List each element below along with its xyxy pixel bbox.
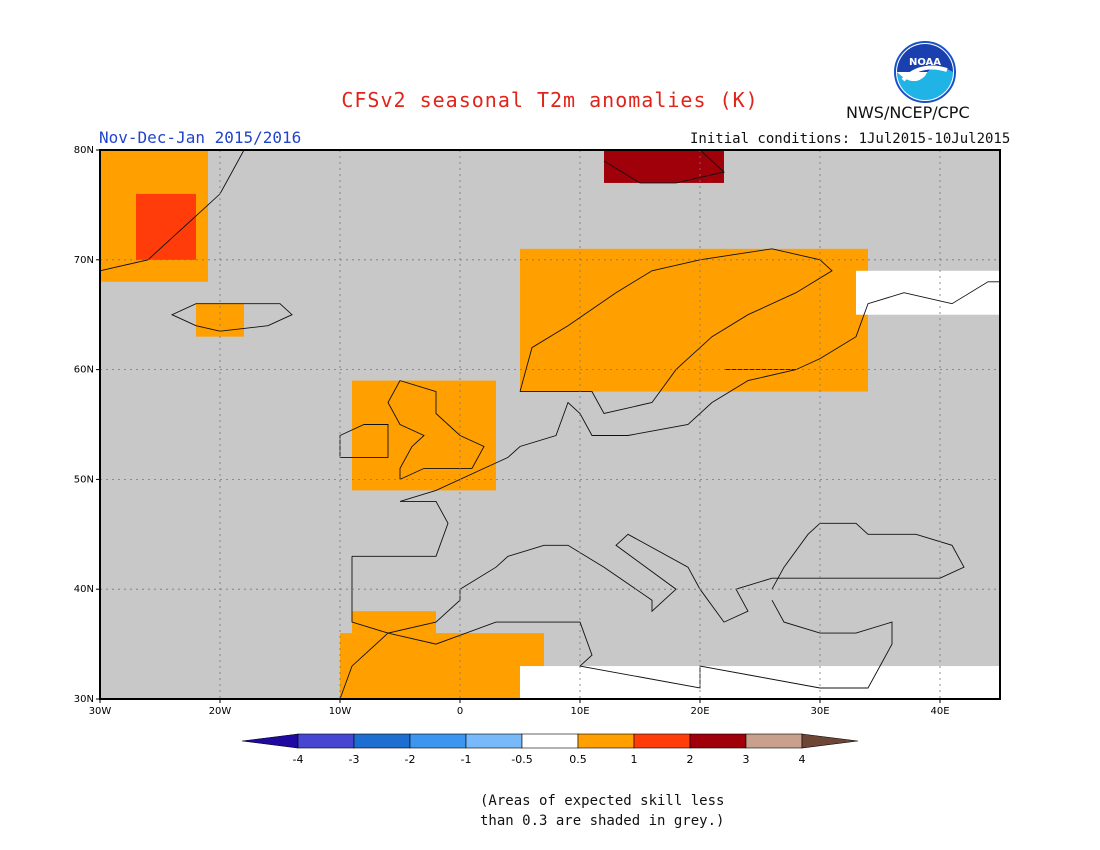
season-label: Nov-Dec-Jan 2015/2016 (99, 128, 302, 147)
region-iberia-south (352, 611, 436, 634)
colorbar-box (409, 733, 467, 749)
coastline (352, 369, 797, 557)
colorbar-max-arrow (801, 733, 859, 749)
colorbar-box (745, 733, 803, 749)
lon-tick-label: 40E (930, 706, 949, 717)
lon-tick-label: 30W (89, 706, 112, 717)
lat-tick-label: 40N (74, 584, 94, 595)
colorbar-label: -0.5 (511, 753, 532, 766)
colorbar-labels: -4 -3 -2 -1 -0.5 0.5 1 2 3 4 (293, 753, 806, 766)
colorbar-label: 4 (799, 753, 806, 766)
colorbar-label: 3 (743, 753, 750, 766)
colorbar-box (689, 733, 747, 749)
colorbar-box (353, 733, 411, 749)
colorbar-label: 2 (687, 753, 694, 766)
lat-tick-label: 80N (74, 145, 94, 156)
region-north-africa-low-skill (520, 666, 1000, 699)
map-area (100, 150, 1000, 699)
region-greenland-east-coast (136, 193, 196, 260)
map-border (99, 149, 1001, 700)
footnote-line-1: (Areas of expected skill less (480, 793, 725, 809)
footnote-line-2: than 0.3 are shaded in grey.) (480, 813, 725, 829)
coastline (771, 599, 893, 689)
coastline (603, 149, 725, 184)
colorbar-min-arrow (241, 733, 299, 749)
colorbar-box (297, 733, 355, 749)
map-frame (99, 149, 1001, 700)
region-svalbard (604, 150, 724, 183)
logo-text: NOAA (909, 57, 941, 68)
noaa-logo: NOAA (894, 41, 956, 103)
lon-tick-label: 10W (329, 706, 352, 717)
lat-tick-label: 70N (74, 255, 94, 266)
colorbar-boxes (241, 733, 859, 749)
lon-tick-label: 30E (810, 706, 829, 717)
map-grid (100, 150, 1000, 699)
anomaly-map: 30W 20W 10W 0 10E 20E 30E 40E 30N 40N 50N 60N 70N 80… (74, 145, 1001, 717)
colorbar: -4 -3 -2 -1 -0.5 0.5 1 2 3 4 (241, 733, 859, 766)
lon-tick-label: 0 (457, 706, 463, 717)
colorbar-label: 0.5 (569, 753, 587, 766)
agency-label: NWS/NCEP/CPC (846, 103, 970, 122)
colorbar-label: -1 (461, 753, 472, 766)
lat-tick-label: 60N (74, 365, 94, 376)
colorbar-box (521, 733, 579, 749)
initial-conditions-label: Initial conditions: 1Jul2015-10Jul2015 (690, 131, 1011, 147)
region-northwest-russia (856, 270, 1000, 315)
colorbar-label: 1 (631, 753, 638, 766)
map-background (100, 150, 1000, 699)
lon-tick-label: 20W (209, 706, 232, 717)
skill-footnote: (Areas of expected skill less than 0.3 a… (480, 791, 724, 831)
longitude-ticks: 30W 20W 10W 0 10E 20E 30E 40E (89, 699, 950, 717)
colorbar-label: -2 (405, 753, 416, 766)
coastline (519, 248, 833, 415)
region-northwest-africa (340, 633, 544, 699)
latitude-ticks: 30N 40N 50N 60N 70N 80N (74, 145, 100, 705)
colorbar-label: -4 (293, 753, 304, 766)
colorbar-box (577, 733, 635, 749)
colorbar-box (465, 733, 523, 749)
colorbar-box (633, 733, 691, 749)
colorbar-label: -3 (349, 753, 360, 766)
coastline (387, 380, 485, 480)
lat-tick-label: 30N (74, 694, 94, 705)
region-scandinavia (520, 248, 868, 392)
chart-title: CFSv2 seasonal T2m anomalies (K) (341, 88, 759, 112)
lat-tick-label: 50N (74, 474, 94, 485)
coastline (339, 621, 844, 700)
lon-tick-label: 20E (690, 706, 709, 717)
coastline (351, 522, 965, 634)
coastline (170, 303, 293, 332)
lon-tick-label: 10E (570, 706, 589, 717)
